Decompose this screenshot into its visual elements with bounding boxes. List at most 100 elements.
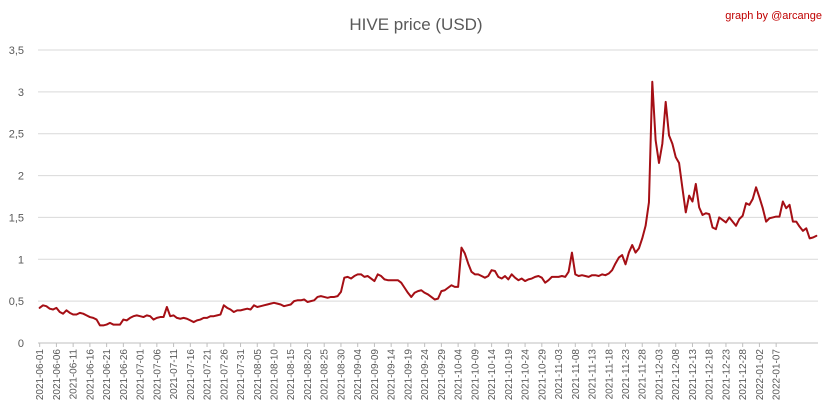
x-tick-label: 2021-11-28	[638, 349, 649, 400]
x-tick-label: 2021-11-18	[604, 349, 615, 400]
data-point	[179, 318, 181, 320]
data-point	[450, 284, 453, 286]
data-point	[253, 304, 255, 306]
data-point	[136, 314, 138, 316]
data-point	[568, 271, 570, 273]
data-point	[370, 277, 372, 280]
data-point	[665, 101, 667, 103]
data-point	[701, 214, 704, 216]
data-point	[273, 302, 275, 304]
data-point	[598, 275, 600, 277]
data-point	[300, 299, 302, 301]
data-point	[340, 291, 342, 293]
x-tick-label: 2021-08-25	[320, 349, 331, 401]
x-tick-label: 2021-08-10	[270, 349, 281, 401]
data-point	[591, 274, 593, 276]
data-point	[792, 221, 794, 223]
x-tick-label: 2021-11-08	[571, 349, 582, 400]
data-point	[427, 293, 429, 296]
data-point	[671, 143, 673, 145]
data-point	[276, 303, 278, 305]
data-point	[444, 289, 446, 291]
data-point	[323, 296, 325, 298]
data-point	[246, 308, 248, 310]
x-tick-label: 2021-07-26	[219, 349, 230, 401]
data-point	[92, 317, 94, 319]
data-point	[658, 162, 660, 164]
x-tick-label: 2022-01-02	[755, 349, 766, 401]
data-point	[708, 213, 710, 215]
data-point	[75, 313, 78, 316]
data-point	[698, 206, 700, 208]
x-tick-label: 2021-10-14	[487, 349, 498, 401]
data-point	[537, 275, 540, 277]
data-point	[403, 287, 406, 289]
data-point	[59, 311, 61, 313]
data-point	[303, 298, 305, 301]
x-tick-label: 2021-08-30	[336, 349, 347, 401]
data-point	[42, 304, 44, 306]
data-point	[621, 254, 623, 256]
data-point	[758, 196, 761, 198]
data-point	[226, 307, 228, 309]
data-point	[738, 218, 740, 220]
x-tick-label: 2021-09-24	[420, 349, 431, 401]
data-point	[149, 315, 151, 317]
data-point	[216, 314, 218, 316]
data-point	[440, 290, 442, 292]
data-point	[430, 296, 432, 298]
data-point	[400, 282, 402, 284]
data-point	[330, 296, 332, 298]
x-tick-label: 2021-08-20	[303, 349, 314, 401]
data-point	[239, 309, 242, 311]
data-point	[183, 317, 185, 319]
data-point	[159, 316, 161, 318]
data-point	[464, 252, 466, 255]
data-point	[604, 274, 607, 276]
x-tick-label: 2021-07-16	[186, 349, 197, 401]
data-point	[688, 195, 690, 197]
data-point	[45, 305, 47, 307]
x-tick-label: 2021-07-21	[203, 349, 214, 401]
data-point	[641, 237, 643, 239]
x-tick-label: 2021-07-31	[236, 349, 247, 401]
data-point	[497, 276, 499, 278]
data-point	[618, 257, 620, 259]
data-point	[547, 279, 550, 281]
data-point	[166, 306, 168, 308]
data-point	[534, 276, 536, 278]
data-point	[360, 273, 362, 275]
data-point	[39, 307, 41, 309]
data-point	[735, 225, 737, 227]
data-point	[564, 276, 566, 278]
data-point	[460, 246, 463, 249]
data-point	[55, 307, 58, 309]
data-point	[655, 139, 657, 142]
data-point	[474, 273, 476, 275]
data-point	[628, 251, 630, 254]
x-tick-label: 2021-09-09	[370, 349, 381, 401]
data-point	[531, 277, 533, 280]
x-tick-label: 2021-10-24	[521, 349, 532, 401]
data-point	[588, 276, 590, 278]
data-point	[82, 313, 84, 315]
data-point	[286, 304, 288, 306]
data-point	[95, 318, 98, 321]
data-point	[350, 277, 352, 280]
data-point	[99, 324, 101, 327]
data-point	[614, 262, 617, 265]
data-point	[594, 274, 596, 276]
data-point	[561, 275, 563, 277]
y-axis-tick-labels: 0 0,5 1 1,5 2 2,5 3 3,5	[9, 45, 24, 350]
gridlines	[38, 49, 818, 344]
data-point	[49, 308, 51, 310]
data-point	[326, 297, 329, 299]
x-tick-label: 2021-08-15	[286, 349, 297, 401]
data-point	[112, 323, 114, 326]
data-point	[557, 276, 560, 278]
data-point	[457, 286, 459, 288]
data-point	[718, 216, 720, 219]
data-point	[480, 275, 483, 277]
data-point	[206, 317, 208, 319]
